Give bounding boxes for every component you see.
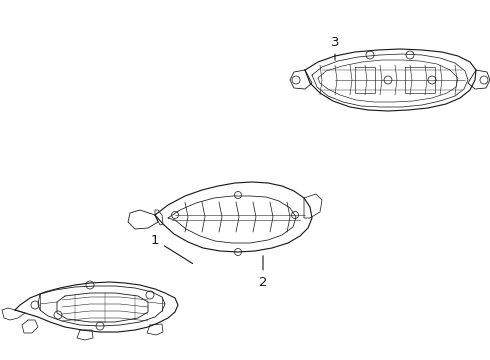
Text: 3: 3: [331, 36, 339, 60]
Text: 1: 1: [151, 234, 193, 264]
Text: 2: 2: [259, 256, 267, 288]
